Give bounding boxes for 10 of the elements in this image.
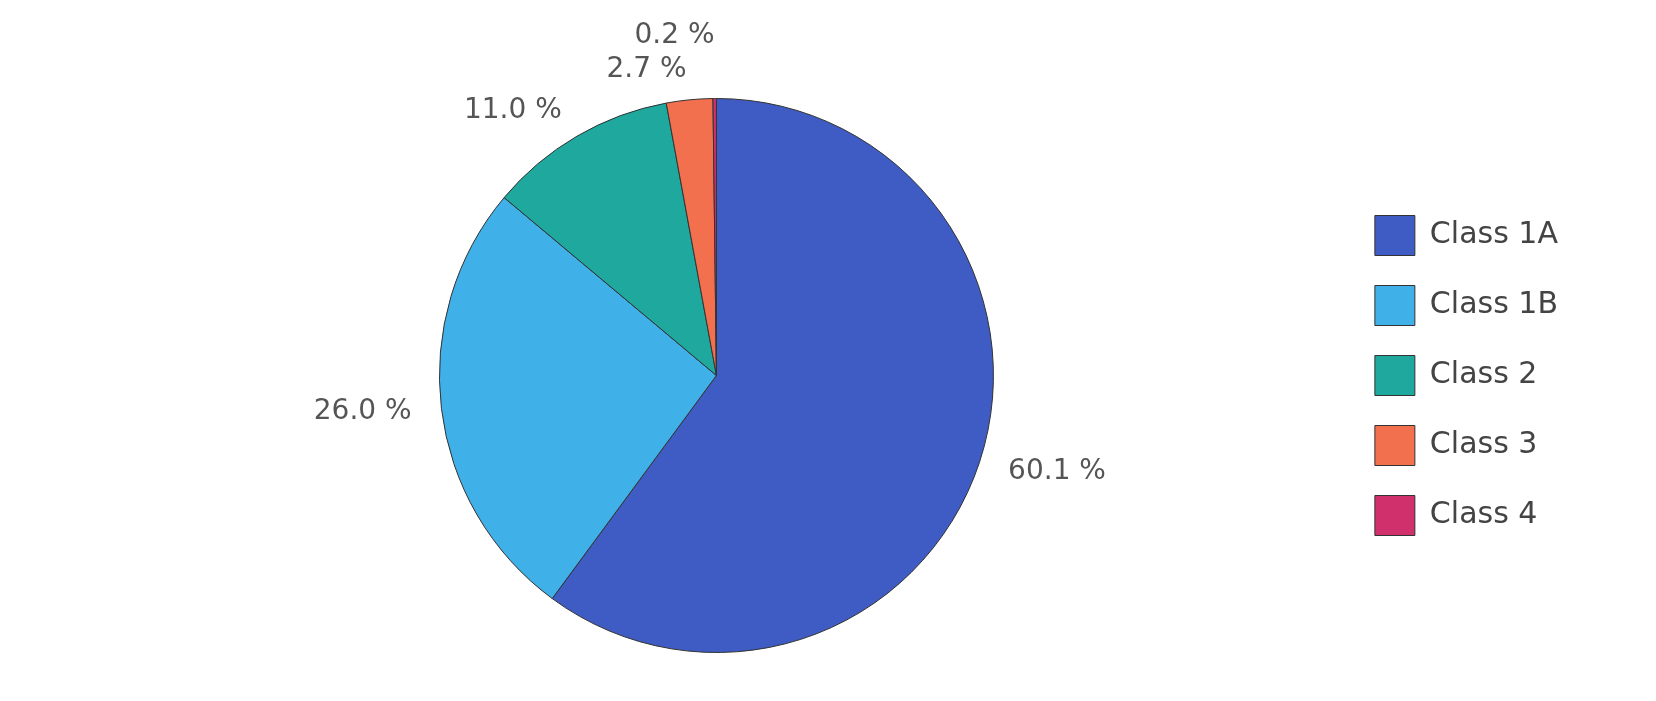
legend-label: Class 1B: [1429, 285, 1559, 321]
legend-label: Class 4: [1429, 495, 1538, 531]
data-label: 0.2 %: [634, 17, 715, 51]
data-label: 11.0 %: [463, 91, 562, 125]
data-label: 26.0 %: [313, 393, 412, 427]
data-label: 60.1 %: [1008, 452, 1106, 486]
data-label: 2.7 %: [606, 51, 687, 85]
legend-label: Class 1A: [1429, 215, 1559, 251]
legend-label: Class 3: [1429, 425, 1538, 461]
legend-label: Class 2: [1429, 355, 1538, 391]
